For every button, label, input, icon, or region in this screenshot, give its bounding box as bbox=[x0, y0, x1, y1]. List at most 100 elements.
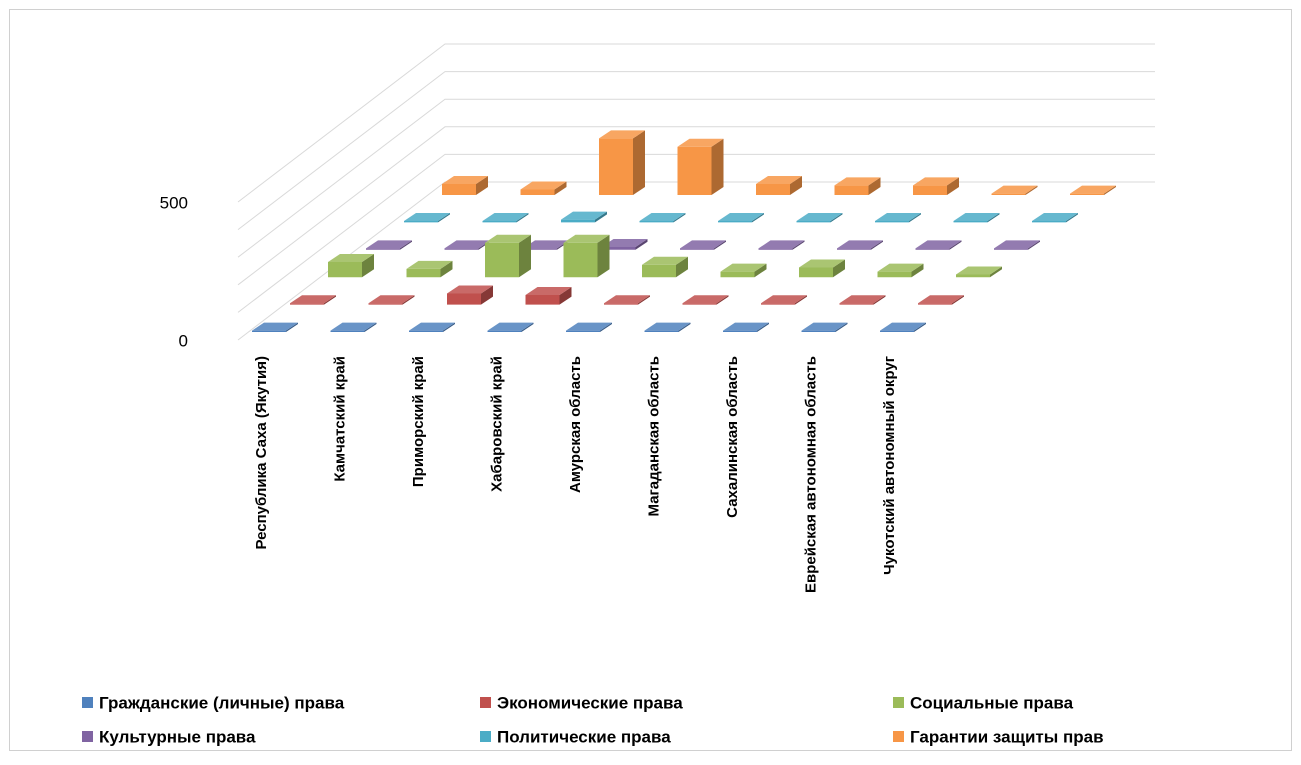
bar-top bbox=[718, 213, 764, 222]
bar-top bbox=[644, 322, 691, 331]
bar bbox=[875, 213, 921, 223]
bar-top bbox=[485, 234, 531, 243]
bar-top bbox=[525, 286, 572, 295]
bar-top bbox=[290, 295, 336, 304]
bar bbox=[561, 211, 607, 223]
bar-top bbox=[756, 175, 802, 184]
bar bbox=[368, 295, 415, 305]
bar-side bbox=[795, 295, 807, 305]
bar-front bbox=[520, 189, 555, 195]
bar-front bbox=[918, 303, 952, 305]
bar-front bbox=[639, 221, 674, 223]
bar-side bbox=[792, 240, 805, 250]
y-tick-label: 500 bbox=[160, 193, 188, 212]
bar bbox=[758, 240, 805, 250]
bar-top bbox=[482, 213, 529, 222]
bar-side bbox=[757, 322, 769, 332]
bar-top bbox=[487, 322, 534, 331]
x-tick-label: Чукотский автономный округ bbox=[881, 356, 898, 575]
bar-side bbox=[711, 138, 724, 195]
bar bbox=[718, 213, 764, 223]
bar-side bbox=[947, 177, 959, 195]
bar-side bbox=[871, 240, 883, 250]
bar bbox=[915, 240, 962, 250]
bar-front bbox=[756, 183, 790, 195]
bar-side bbox=[873, 295, 886, 305]
bar-front bbox=[875, 221, 909, 223]
bar-side bbox=[1066, 213, 1078, 223]
bar-front bbox=[956, 274, 990, 278]
bar-top bbox=[918, 295, 964, 304]
bar-front bbox=[447, 293, 481, 305]
bar bbox=[330, 322, 377, 332]
bar-side bbox=[949, 240, 962, 250]
bar-top bbox=[442, 175, 488, 184]
bar-front bbox=[913, 185, 947, 195]
bar-top bbox=[720, 263, 767, 272]
bar-side bbox=[833, 259, 845, 278]
legend-label: Социальные права bbox=[910, 693, 1074, 712]
legend-swatch bbox=[893, 731, 904, 742]
bar-front bbox=[482, 221, 517, 223]
bar-top bbox=[447, 285, 493, 294]
bar bbox=[682, 295, 729, 305]
bar bbox=[991, 185, 1038, 195]
bar bbox=[406, 260, 453, 278]
bar-side bbox=[868, 177, 881, 195]
bar bbox=[837, 240, 883, 250]
bar-side bbox=[324, 295, 336, 305]
bar-front bbox=[601, 247, 636, 250]
x-tick-label: Республика Саха (Якутия) bbox=[253, 356, 270, 550]
bar bbox=[601, 239, 648, 250]
bar-top bbox=[801, 322, 848, 331]
bar bbox=[953, 213, 1000, 223]
bar-top bbox=[642, 256, 688, 265]
bar-top bbox=[991, 185, 1038, 194]
bar bbox=[525, 286, 572, 305]
bar-front bbox=[682, 303, 717, 305]
bar bbox=[409, 322, 455, 332]
bar-front bbox=[368, 303, 403, 305]
bar bbox=[956, 266, 1002, 278]
bar-top bbox=[566, 322, 612, 331]
bar-front bbox=[561, 219, 595, 223]
bar-side bbox=[559, 286, 572, 305]
bar-top bbox=[839, 295, 886, 304]
bar bbox=[563, 234, 610, 278]
bar bbox=[677, 138, 724, 195]
x-tick-label: Сахалинская область bbox=[724, 356, 741, 518]
bar bbox=[487, 322, 534, 332]
bar-side bbox=[714, 240, 726, 250]
bar-front bbox=[442, 183, 476, 195]
bar-top bbox=[877, 263, 924, 272]
bar bbox=[680, 240, 726, 250]
bar-side bbox=[830, 213, 843, 223]
bar-top bbox=[328, 254, 374, 263]
bar bbox=[642, 256, 688, 278]
x-tick-label: Хабаровский край bbox=[488, 356, 505, 492]
bar-top bbox=[837, 240, 883, 249]
bar-top bbox=[680, 240, 726, 249]
x-tick-label: Камчатский край bbox=[331, 356, 348, 482]
bar bbox=[566, 322, 612, 332]
bar-front bbox=[525, 294, 560, 305]
bar-top bbox=[875, 213, 921, 222]
bar bbox=[918, 295, 964, 305]
bar bbox=[252, 322, 298, 332]
bar-top bbox=[366, 240, 412, 249]
bar bbox=[482, 213, 529, 223]
bar-top bbox=[409, 322, 455, 331]
bar-front bbox=[720, 271, 755, 278]
bar-top bbox=[915, 240, 962, 249]
bar-front bbox=[718, 221, 752, 223]
bar-side bbox=[990, 266, 1002, 278]
bar bbox=[599, 130, 645, 195]
bar-front bbox=[523, 248, 557, 250]
bar-top bbox=[1032, 213, 1078, 222]
legend-label: Гарантии защиты прав bbox=[910, 727, 1104, 746]
bar-front bbox=[915, 248, 950, 250]
legend-swatch bbox=[893, 697, 904, 708]
bar-front bbox=[834, 185, 869, 195]
bar-front bbox=[880, 330, 914, 332]
bar-side bbox=[790, 175, 802, 195]
